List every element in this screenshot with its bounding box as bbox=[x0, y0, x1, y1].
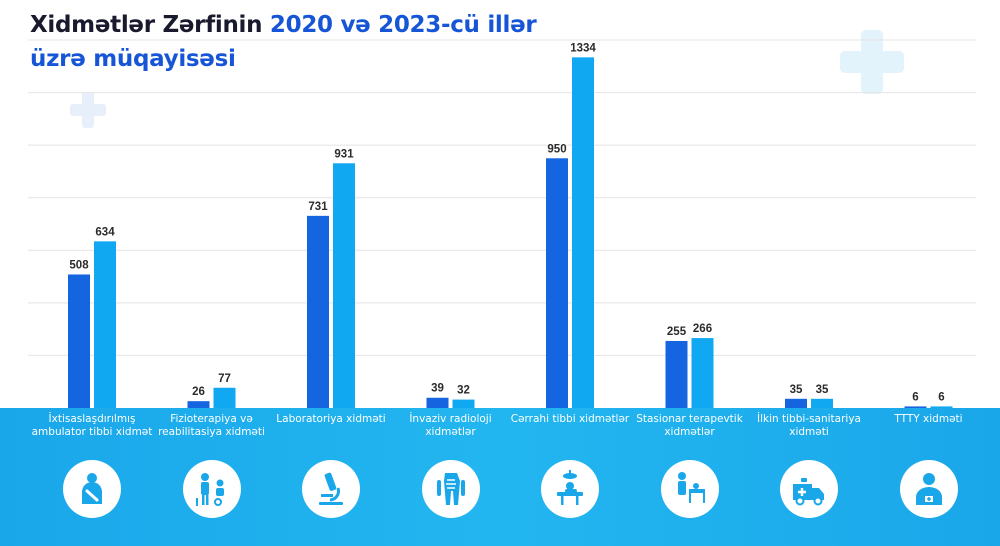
category-label-line: xidmətlər bbox=[425, 426, 476, 438]
microscope-icon bbox=[302, 460, 360, 518]
data-label: 6 bbox=[912, 391, 918, 403]
category-label: Laboratoriya xidməti bbox=[269, 413, 393, 426]
title-line-1: Xidmətlər Zərfinin 2020 və 2023-cü illər bbox=[30, 8, 537, 42]
bar-series-2-cat-5 bbox=[572, 57, 594, 408]
category-label-line: ambulator tibbi xidmət bbox=[31, 426, 153, 438]
title-highlight: 2020 və 2023-cü illər bbox=[269, 12, 537, 38]
bar-series-1-cat-8 bbox=[904, 406, 927, 408]
bar-series-2-cat-8 bbox=[930, 406, 953, 408]
data-label: 35 bbox=[816, 384, 829, 396]
decorative-plus-icon-right bbox=[840, 30, 904, 94]
bar-series-1-cat-6 bbox=[665, 340, 688, 408]
data-label: 266 bbox=[693, 323, 712, 335]
title-plain: Xidmətlər Zərfinin bbox=[30, 12, 270, 38]
data-label: 508 bbox=[69, 259, 89, 271]
hospital-bed-icon bbox=[660, 460, 719, 518]
category-label-line: Stasionar terapevtik bbox=[636, 413, 743, 425]
category-label: Stasionar terapevtik xidmətlər bbox=[628, 413, 752, 439]
data-label: 634 bbox=[95, 226, 115, 238]
data-label: 39 bbox=[431, 383, 444, 395]
category-label: Cərrahi tibbi xidmətlər bbox=[508, 413, 632, 426]
category-label-line: Laboratoriya xidməti bbox=[276, 413, 386, 425]
bar-series-1-cat-5 bbox=[546, 158, 568, 408]
decorative-plus-icon-left bbox=[70, 92, 106, 128]
data-label: 77 bbox=[218, 373, 231, 385]
category-label-line: İnvaziv radioloji bbox=[409, 413, 492, 425]
data-label: 6 bbox=[938, 391, 944, 403]
physiotherapy-icon bbox=[182, 460, 241, 518]
injured-patient-icon bbox=[63, 460, 121, 518]
ambulance-icon bbox=[780, 460, 838, 518]
data-label: 931 bbox=[334, 148, 354, 160]
category-label: İnvaziv radioloji xidmətlər bbox=[389, 413, 513, 439]
data-label: 255 bbox=[667, 326, 687, 338]
category-label-line: reabilitasiya xidməti bbox=[158, 426, 265, 438]
category-label-line: xidməti bbox=[789, 426, 829, 438]
title-line-2: üzrə müqayisəsi bbox=[30, 46, 236, 72]
bar-series-2-cat-3 bbox=[333, 163, 355, 408]
category-label: Fizioterapiya və reabilitasiya xidməti bbox=[150, 413, 274, 439]
bar-series-1-cat-1 bbox=[68, 274, 90, 408]
bar-series-1-cat-7 bbox=[785, 398, 807, 408]
category-label-line: TTTY xidməti bbox=[894, 413, 963, 425]
page-title: Xidmətlər Zərfinin 2020 və 2023-cü illər… bbox=[30, 8, 537, 76]
surgery-table-icon bbox=[541, 460, 599, 518]
category-label-line: İlkin tibbi-sanitariya bbox=[757, 413, 861, 425]
doctor-icon bbox=[899, 460, 958, 518]
bar-series-2-cat-4 bbox=[452, 399, 475, 408]
bar-series-2-cat-1 bbox=[94, 241, 116, 408]
data-label: 26 bbox=[192, 386, 205, 398]
bar-series-1-cat-2 bbox=[187, 401, 210, 408]
category-label: İxtisaslaşdırılmış ambulator tibbi xidmət bbox=[30, 413, 154, 439]
data-label: 1334 bbox=[570, 42, 596, 54]
category-label: TTTY xidməti bbox=[867, 413, 991, 426]
bar-series-2-cat-7 bbox=[811, 398, 833, 408]
bar-series-2-cat-6 bbox=[691, 338, 714, 408]
bar-series-1-cat-4 bbox=[426, 397, 449, 408]
bar-series-1-cat-3 bbox=[307, 215, 329, 408]
category-label-line: Fizioterapiya və bbox=[170, 413, 253, 425]
data-label: 731 bbox=[308, 201, 328, 213]
data-label: 950 bbox=[547, 143, 566, 155]
data-label: 32 bbox=[457, 385, 470, 397]
category-label-line: Cərrahi tibbi xidmətlər bbox=[510, 413, 630, 425]
radiology-body-icon bbox=[421, 460, 480, 518]
category-label-line: xidmətlər bbox=[664, 426, 715, 438]
bar-series-2-cat-2 bbox=[213, 387, 236, 408]
data-label: 35 bbox=[790, 384, 803, 396]
category-label-line: İxtisaslaşdırılmış bbox=[48, 413, 136, 425]
category-label: İlkin tibbi-sanitariya xidməti bbox=[747, 413, 871, 439]
